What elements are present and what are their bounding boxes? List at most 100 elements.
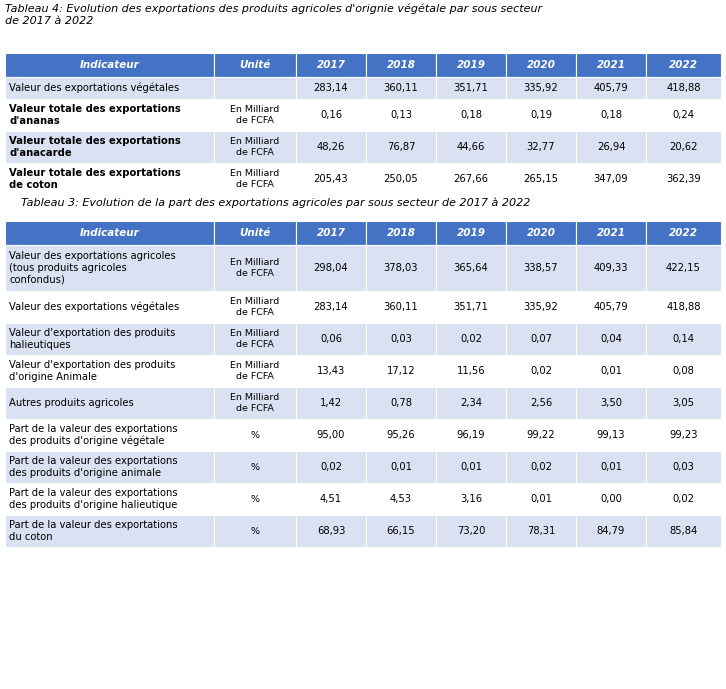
Bar: [436, 99, 506, 131]
Bar: [214, 419, 296, 451]
Text: 0,02: 0,02: [320, 462, 342, 472]
Bar: [436, 163, 506, 195]
Bar: [506, 245, 576, 291]
Bar: [366, 483, 436, 515]
Bar: [436, 451, 506, 483]
Text: 3,16: 3,16: [460, 494, 482, 504]
Text: Part de la valeur des exportations
des produits d'origine animale: Part de la valeur des exportations des p…: [9, 456, 178, 477]
Text: Valeur totale des exportations
d'anacarde: Valeur totale des exportations d'anacard…: [9, 136, 181, 158]
Text: 2,56: 2,56: [530, 398, 552, 408]
Text: 99,22: 99,22: [526, 430, 555, 440]
Text: 0,02: 0,02: [530, 462, 552, 472]
Text: 78,31: 78,31: [527, 526, 555, 536]
Bar: [296, 163, 366, 195]
Bar: [576, 131, 646, 163]
Bar: [436, 245, 506, 291]
Bar: [506, 291, 576, 323]
Bar: [436, 323, 506, 355]
Text: Unité: Unité: [240, 60, 271, 70]
Bar: [436, 419, 506, 451]
Text: En Milliard
de FCFA: En Milliard de FCFA: [230, 137, 280, 156]
Bar: [646, 53, 721, 77]
Bar: [5, 163, 214, 195]
Bar: [366, 163, 436, 195]
Text: 95,00: 95,00: [317, 430, 345, 440]
Text: Part de la valeur des exportations
des produits d'origine végétale: Part de la valeur des exportations des p…: [9, 424, 178, 446]
Bar: [296, 483, 366, 515]
Bar: [576, 163, 646, 195]
Text: 96,19: 96,19: [457, 430, 485, 440]
Bar: [5, 291, 214, 323]
Text: 405,79: 405,79: [594, 83, 629, 93]
Text: 84,79: 84,79: [597, 526, 625, 536]
Bar: [296, 291, 366, 323]
Bar: [506, 355, 576, 387]
Text: 362,39: 362,39: [666, 174, 701, 184]
Text: 418,88: 418,88: [666, 302, 701, 312]
Text: Valeur totale des exportations
de coton: Valeur totale des exportations de coton: [9, 168, 181, 189]
Bar: [506, 483, 576, 515]
Text: %: %: [250, 462, 259, 471]
Text: 44,66: 44,66: [457, 142, 485, 152]
Bar: [214, 451, 296, 483]
Bar: [214, 355, 296, 387]
Text: 267,66: 267,66: [454, 174, 489, 184]
Text: 2018: 2018: [386, 60, 415, 70]
Bar: [214, 291, 296, 323]
Bar: [214, 163, 296, 195]
Text: 0,01: 0,01: [530, 494, 552, 504]
Text: Part de la valeur des exportations
des produits d'origine halieutique: Part de la valeur des exportations des p…: [9, 489, 178, 510]
Bar: [366, 131, 436, 163]
Bar: [436, 355, 506, 387]
Bar: [436, 131, 506, 163]
Bar: [436, 515, 506, 547]
Text: Tableau 4: Evolution des exportations des produits agricoles d'orignie végétale : Tableau 4: Evolution des exportations de…: [5, 4, 542, 26]
Bar: [5, 451, 214, 483]
Bar: [5, 99, 214, 131]
Bar: [576, 387, 646, 419]
Bar: [506, 77, 576, 99]
Text: 418,88: 418,88: [666, 83, 701, 93]
Text: 0,19: 0,19: [530, 110, 552, 120]
Text: 17,12: 17,12: [387, 366, 415, 376]
Bar: [296, 515, 366, 547]
Bar: [5, 387, 214, 419]
Bar: [436, 483, 506, 515]
Text: 0,01: 0,01: [460, 462, 482, 472]
Bar: [436, 53, 506, 77]
Text: 0,03: 0,03: [672, 462, 695, 472]
Text: 338,57: 338,57: [523, 263, 558, 273]
Text: 265,15: 265,15: [523, 174, 558, 184]
Text: Unité: Unité: [240, 228, 271, 238]
Bar: [5, 483, 214, 515]
Text: 0,00: 0,00: [600, 494, 622, 504]
Text: 360,11: 360,11: [383, 83, 418, 93]
Bar: [214, 515, 296, 547]
Text: 2020: 2020: [526, 228, 555, 238]
Bar: [646, 77, 721, 99]
Text: 347,09: 347,09: [594, 174, 628, 184]
Text: 66,15: 66,15: [387, 526, 415, 536]
Text: 0,01: 0,01: [600, 366, 622, 376]
Bar: [366, 245, 436, 291]
Text: 0,02: 0,02: [672, 494, 695, 504]
Bar: [366, 515, 436, 547]
Text: En Milliard
de FCFA: En Milliard de FCFA: [230, 393, 280, 413]
Bar: [214, 387, 296, 419]
Bar: [5, 323, 214, 355]
Bar: [214, 53, 296, 77]
Text: 3,50: 3,50: [600, 398, 622, 408]
Text: 283,14: 283,14: [314, 302, 348, 312]
Bar: [5, 515, 214, 547]
Text: 409,33: 409,33: [594, 263, 628, 273]
Text: En Milliard
de FCFA: En Milliard de FCFA: [230, 169, 280, 189]
Bar: [296, 77, 366, 99]
Text: 335,92: 335,92: [523, 302, 558, 312]
Bar: [576, 515, 646, 547]
Text: 0,04: 0,04: [600, 334, 622, 344]
Text: 26,94: 26,94: [597, 142, 625, 152]
Text: 0,01: 0,01: [600, 462, 622, 472]
Text: 0,16: 0,16: [320, 110, 342, 120]
Bar: [296, 53, 366, 77]
Text: 0,08: 0,08: [672, 366, 695, 376]
